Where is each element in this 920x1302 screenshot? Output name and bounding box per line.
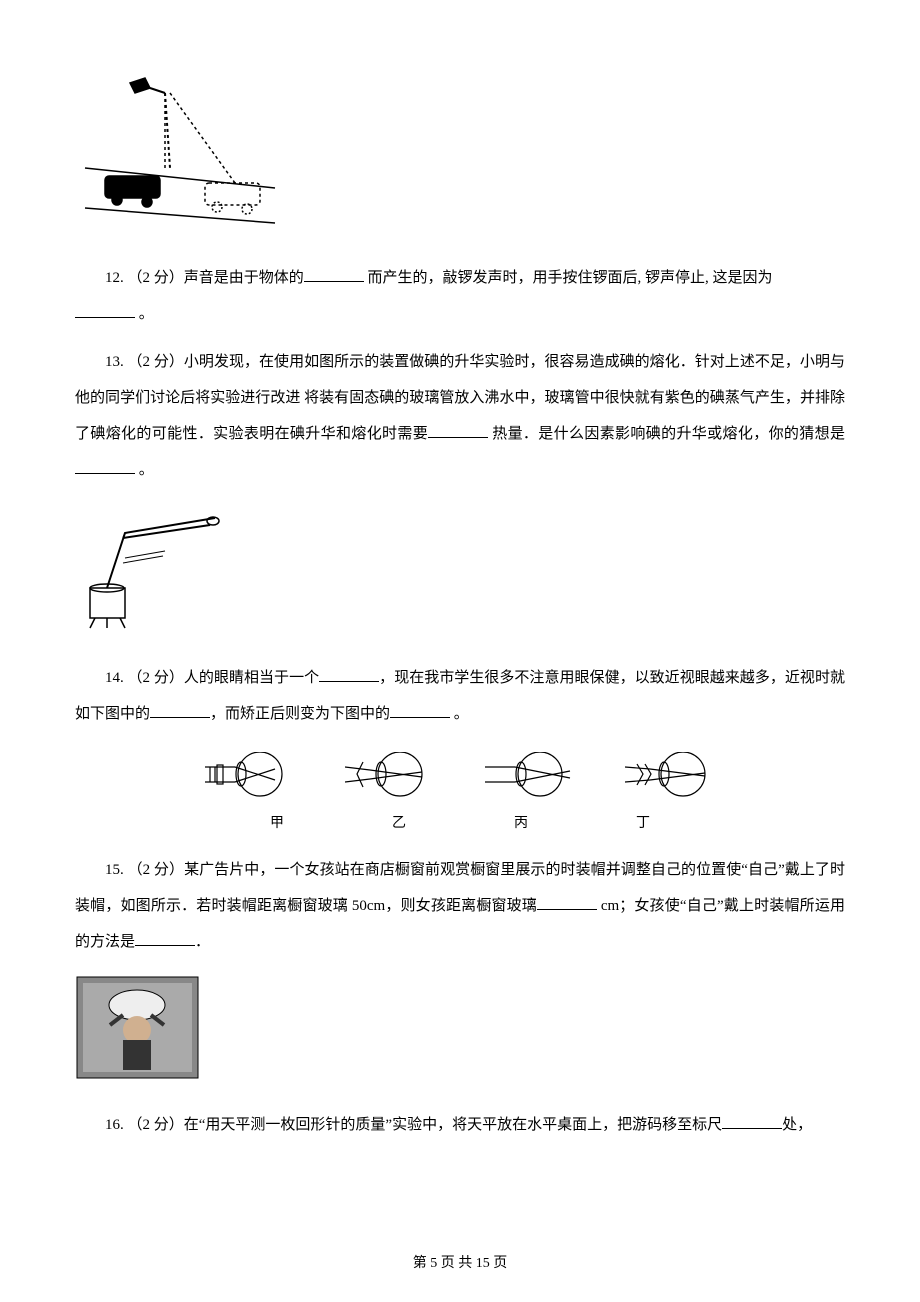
- eye-label-bing: 丙: [514, 812, 528, 832]
- q13-text-3: 。: [135, 462, 154, 478]
- q12-text-3: 。: [135, 306, 154, 322]
- q14-text-1: 人的眼睛相当于一个: [184, 670, 319, 686]
- figure-iodine-apparatus: [75, 503, 230, 633]
- footer-suffix: 页: [490, 1256, 508, 1271]
- question-14: 14. （2 分）人的眼睛相当于一个，现在我市学生很多不注意用眼保健，以致近视眼…: [75, 660, 845, 732]
- question-15: 15. （2 分）某广告片中，一个女孩站在商店橱窗前观赏橱窗里展示的时装帽并调整…: [75, 852, 845, 960]
- q16-blank-1: [722, 1113, 782, 1129]
- q14-number: 14.: [75, 660, 124, 696]
- q16-text-1: 在“用天平测一枚回形针的质量”实验中，将天平放在水平桌面上，把游码移至标尺: [184, 1117, 722, 1133]
- figure-eye-diagrams: 甲 乙 丙 丁: [75, 752, 845, 832]
- question-16: 16. （2 分）在“用天平测一枚回形针的质量”实验中，将天平放在水平桌面上，把…: [75, 1107, 845, 1143]
- q14-text-3: ，而矫正后则变为下图中的: [210, 706, 390, 722]
- figure-speed-camera: [75, 68, 285, 233]
- page-footer: 第 5 页 共 15 页: [0, 1252, 920, 1272]
- eye-diagram-bing: [485, 752, 575, 797]
- q12-blank-1: [304, 266, 364, 282]
- footer-total: 15: [476, 1256, 490, 1271]
- figure-girl-window: [75, 975, 200, 1080]
- q14-points: （2 分）: [128, 670, 184, 686]
- q13-blank-1: [428, 422, 488, 438]
- q16-number: 16.: [75, 1107, 124, 1143]
- eye-diagram-ding: [625, 752, 715, 797]
- q13-number: 13.: [75, 344, 124, 380]
- q12-number: 12.: [75, 260, 124, 296]
- q14-blank-2: [150, 702, 210, 718]
- q13-blank-2: [75, 458, 135, 474]
- q14-blank-1: [319, 666, 379, 682]
- q12-blank-2: [75, 302, 135, 318]
- eye-label-yi: 乙: [392, 812, 406, 832]
- eye-diagram-yi: [345, 752, 435, 797]
- footer-middle: 页 共: [437, 1256, 476, 1271]
- eye-diagram-jia: [205, 752, 295, 797]
- q16-text-2: 处，: [782, 1117, 812, 1133]
- eye-label-ding: 丁: [636, 812, 650, 832]
- eye-label-jia: 甲: [270, 812, 284, 832]
- q15-points: （2 分）: [128, 862, 185, 878]
- q15-text-3: ．: [195, 934, 210, 950]
- q12-text-2: 而产生的，敲锣发声时，用手按住锣面后, 锣声停止, 这是因为: [364, 270, 773, 286]
- q13-points: （2 分）: [128, 354, 184, 370]
- question-12: 12. （2 分）声音是由于物体的 而产生的，敲锣发声时，用手按住锣面后, 锣声…: [75, 260, 845, 332]
- q15-blank-2: [135, 930, 195, 946]
- q13-text-2: 热量．是什么因素影响碘的升华或熔化，你的猜想是: [488, 426, 845, 442]
- q12-text-1: 声音是由于物体的: [184, 270, 304, 286]
- question-13: 13. （2 分）小明发现，在使用如图所示的装置做碘的升华实验时，很容易造成碘的…: [75, 344, 845, 488]
- q15-blank-1: [537, 894, 597, 910]
- q15-number: 15.: [75, 852, 124, 888]
- footer-prefix: 第: [413, 1256, 431, 1271]
- q12-points: （2 分）: [128, 270, 184, 286]
- q14-blank-3: [390, 702, 450, 718]
- q16-points: （2 分）: [128, 1117, 184, 1133]
- q14-text-4: 。: [450, 706, 469, 722]
